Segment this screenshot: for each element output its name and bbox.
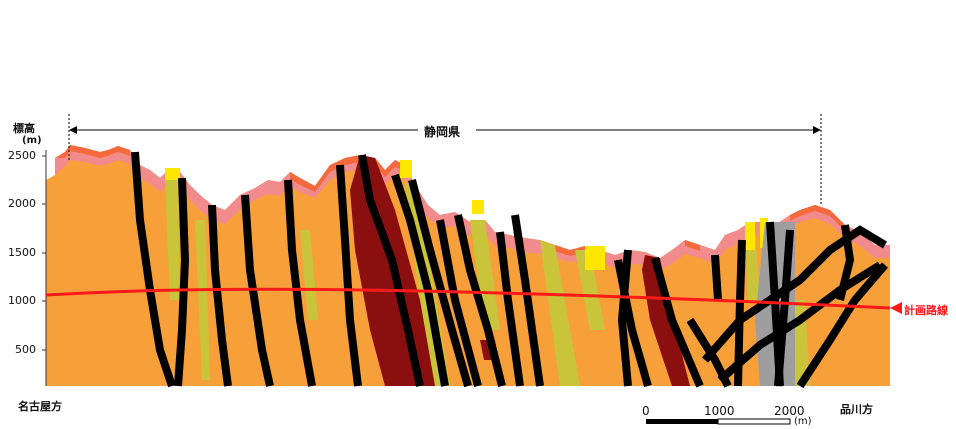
right-end-label: 品川方	[840, 403, 873, 416]
y-tick-label-2500: 2500	[8, 149, 36, 162]
prefecture-arrowhead-left	[69, 126, 77, 134]
elevation-unit: (m)	[22, 135, 42, 146]
route-arrowhead	[890, 302, 902, 314]
left-end-label: 名古屋方	[18, 400, 62, 413]
scale-bar-white	[717, 418, 791, 425]
scale-tick-1000: 1000	[704, 404, 735, 418]
route-line	[45, 287, 891, 310]
scale-bar-black	[646, 419, 718, 424]
y-tick-label-1000: 1000	[8, 294, 36, 307]
y-tick-label-1500: 1500	[8, 246, 36, 259]
route-label: 計画路線	[904, 304, 948, 317]
scale-unit: (m)	[794, 416, 812, 427]
y-tick-marks	[42, 155, 46, 351]
scale-tick-2000: 2000	[774, 404, 805, 418]
prefecture-label: 静岡県	[424, 125, 461, 139]
prefecture-arrowhead-right	[813, 126, 821, 134]
elevation-label: 標高	[13, 122, 35, 135]
scale-tick-0: 0	[642, 404, 650, 418]
y-tick-label-500: 500	[15, 343, 36, 356]
y-tick-label-2000: 2000	[8, 197, 36, 210]
